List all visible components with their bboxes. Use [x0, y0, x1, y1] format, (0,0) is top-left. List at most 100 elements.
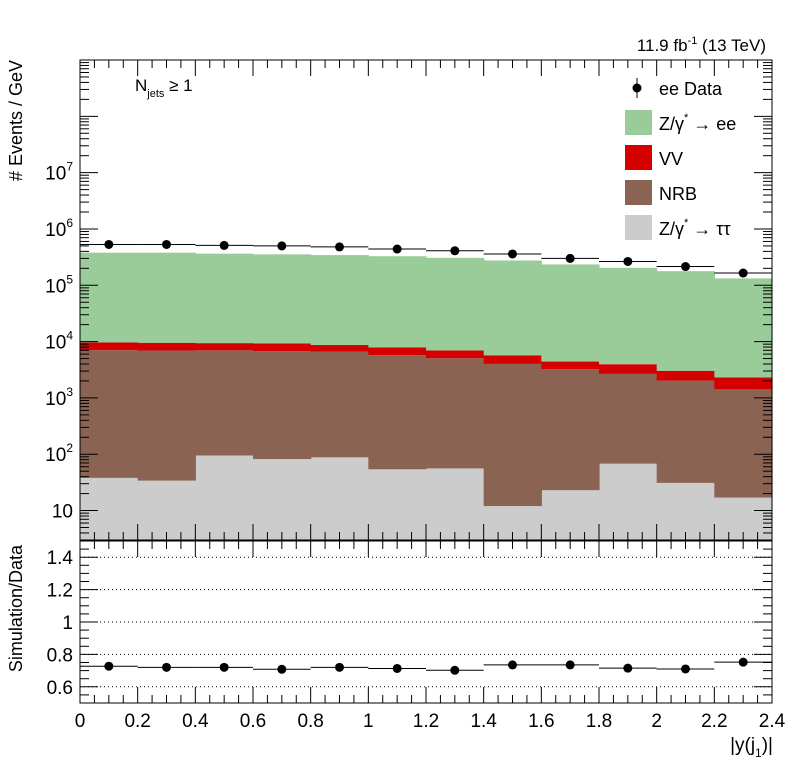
- bar-z-4: [310, 457, 369, 540]
- legend-label-1: Z/γ* → ee: [659, 112, 736, 134]
- bar-zee-10: [656, 271, 715, 371]
- legend-label-2: VV: [659, 149, 683, 169]
- legend: ee Data Z/γ* → ee VV NRB Z/γ* → ττ: [625, 78, 736, 240]
- y-tick-label-3: 104: [45, 329, 73, 354]
- data-point-9: [623, 256, 633, 266]
- x-tick-label-1: 0.2: [124, 711, 150, 732]
- x-tick-label-3: 0.6: [240, 711, 266, 732]
- bar-zee-1: [137, 252, 196, 343]
- bar-z-9: [599, 463, 658, 540]
- bar-z-8: [541, 490, 600, 540]
- bar-zee-3: [253, 254, 312, 344]
- data-point-4: [335, 242, 344, 252]
- bar-nrb-9: [599, 373, 658, 464]
- x-tick-label-12: 2.4: [759, 711, 786, 732]
- y-tick-label-2: 103: [45, 385, 73, 410]
- bar-nrb-10: [656, 380, 715, 483]
- bar-z-10: [656, 482, 715, 540]
- data-point-3: [277, 241, 287, 251]
- x-tick-label-7: 1.4: [470, 711, 497, 732]
- bar-z-5: [368, 469, 427, 540]
- legend-swatch-4: [625, 215, 652, 240]
- bar-z-1: [137, 480, 196, 540]
- data-point-6: [450, 246, 460, 256]
- bar-z-0: [80, 477, 139, 540]
- x-tick-label-10: 2: [651, 711, 662, 732]
- legend-data-marker: [632, 83, 642, 93]
- bar-vv-9: [599, 364, 658, 374]
- data-point-1: [162, 239, 171, 249]
- legend-label-0: ee Data: [659, 79, 723, 99]
- legend-label-3: NRB: [659, 184, 697, 204]
- main-plot: 10 102 103 104 105 106 107: [45, 59, 773, 541]
- legend-label-4: Z/γ* → ττ: [659, 217, 731, 239]
- y-tick-label-5: 106: [45, 216, 73, 241]
- y-tick-label-0: 10: [52, 502, 73, 523]
- bar-zee-6: [426, 257, 485, 351]
- bar-zee-4: [310, 255, 369, 346]
- x-tick-label-11: 2.2: [701, 711, 727, 732]
- ratio-ylabel: Simulation/Data: [6, 544, 26, 672]
- bar-vv-6: [426, 350, 485, 359]
- bar-zee-9: [599, 267, 658, 365]
- legend-swatch-1: [625, 110, 652, 135]
- x-axis-label: |y(j1)|: [730, 735, 773, 760]
- bar-vv-7: [483, 355, 542, 364]
- data-point-5: [392, 244, 402, 254]
- bar-vv-11: [714, 377, 773, 390]
- ratio-point-2: [219, 662, 229, 672]
- x-tick-label-5: 1: [363, 711, 374, 732]
- y-tick-label-4: 105: [45, 272, 73, 297]
- bar-nrb-0: [80, 350, 139, 478]
- bar-vv-4: [310, 345, 369, 352]
- bar-nrb-2: [195, 350, 254, 456]
- ratio-point-11: [738, 657, 748, 667]
- y-tick-label-6: 107: [45, 160, 73, 185]
- bar-vv-1: [137, 342, 196, 351]
- bar-nrb-4: [310, 351, 369, 458]
- data-point-7: [508, 249, 517, 259]
- ratio-y-tick-label-0: 0.6: [47, 678, 73, 699]
- bar-zee-11: [714, 278, 773, 378]
- bar-vv-10: [656, 370, 715, 381]
- njets-annotation: Njets ≥ 1: [135, 76, 193, 100]
- ratio-point-10: [681, 664, 690, 674]
- bar-nrb-5: [368, 355, 427, 470]
- bar-vv-2: [195, 343, 254, 351]
- data-point-11: [738, 268, 748, 278]
- bar-nrb-11: [714, 389, 773, 498]
- ratio-point-0: [104, 661, 114, 671]
- bar-zee-8: [541, 264, 600, 362]
- x-tick-label-8: 1.6: [528, 711, 554, 732]
- bar-zee-0: [80, 252, 139, 343]
- x-tick-label-6: 1.2: [413, 711, 439, 732]
- legend-swatch-2: [625, 145, 652, 170]
- ratio-point-5: [392, 663, 402, 673]
- x-tick-label-0: 0: [75, 711, 86, 732]
- ratio-y-tick-label-2: 1: [62, 613, 73, 634]
- ratio-y-tick-label-3: 1.2: [47, 581, 73, 602]
- ratio-point-3: [277, 664, 287, 674]
- bar-nrb-3: [253, 351, 312, 460]
- bar-vv-8: [541, 361, 600, 370]
- bar-vv-3: [253, 343, 312, 352]
- bar-zee-5: [368, 256, 427, 348]
- bar-z-3: [253, 459, 312, 540]
- legend-swatch-3: [625, 180, 652, 205]
- x-tick-label-9: 1.8: [586, 711, 612, 732]
- ratio-point-8: [565, 660, 575, 670]
- x-tick-label-2: 0.4: [182, 711, 209, 732]
- ratio-point-7: [508, 660, 517, 670]
- bar-z-6: [426, 468, 485, 540]
- ratio-plot: 0.6 0.8 1 1.2 1.4 0 0.2 0.4 0.6 0.8 1 1.2 1.4 1.6 1.8 2…: [47, 540, 786, 732]
- bar-nrb-8: [541, 369, 600, 491]
- data-point-8: [565, 253, 575, 263]
- lumi-label: 11.9 fb-1 (13 TeV): [637, 35, 766, 55]
- bar-nrb-1: [137, 350, 196, 481]
- ratio-point-9: [623, 663, 633, 673]
- x-tick-label-4: 0.8: [297, 711, 323, 732]
- bar-nrb-6: [426, 358, 485, 469]
- y-tick-label-1: 102: [45, 441, 73, 466]
- bar-zee-7: [483, 260, 542, 356]
